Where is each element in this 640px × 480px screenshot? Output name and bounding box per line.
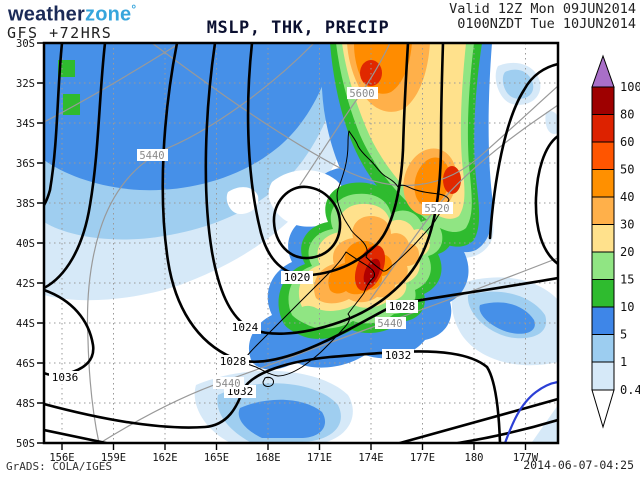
colorbar-label: 1	[620, 355, 627, 369]
lon-label: 168E	[255, 452, 280, 464]
lon-label: 162E	[152, 452, 177, 464]
thickness-label: 5600	[349, 88, 374, 100]
longitude-axis: 156E 159E 162E 165E 168E 171E 174E 177E …	[49, 452, 538, 464]
colorbar-segment	[591, 196, 615, 225]
colorbar-label: 80	[620, 108, 634, 122]
colorbar-label: 60	[620, 135, 634, 149]
grads-credit: GrADS: COLA/IGES	[6, 460, 112, 473]
pressure-label: 1028	[220, 355, 247, 368]
colorbar-segment	[591, 86, 615, 115]
thickness-label: 5440	[215, 378, 240, 390]
pressure-label: 1020	[284, 271, 311, 284]
thickness-contour-labels: 5440 5440 5440 5520 5600	[137, 87, 453, 390]
colorbar-segment	[591, 361, 615, 391]
colorbar-segment	[591, 114, 615, 143]
thickness-label: 5520	[424, 203, 449, 215]
thickness-contours	[44, 43, 558, 443]
valid-time-block: Valid 12Z Mon 09JUN2014 0100NZDT Tue 10JU…	[449, 2, 636, 32]
lon-label: 165E	[204, 452, 229, 464]
map-interior: 1020 1024 1028 1032 1036 1028 1032 5440 …	[44, 43, 558, 443]
lat-label: 48S	[16, 398, 35, 410]
lat-label: 42S	[16, 278, 35, 290]
pressure-label: 1036	[52, 371, 79, 384]
axis-ticks	[37, 42, 527, 450]
model-run-label: GFS +72HRS	[7, 24, 113, 42]
colorbar-segment	[591, 306, 615, 335]
pressure-contour-labels: 1020 1024 1028 1032 1036 1028 1032	[49, 271, 418, 398]
lon-label: 156E	[49, 452, 74, 464]
lat-label: 50S	[16, 438, 35, 450]
thickness-label: 5440	[377, 318, 402, 330]
colorbar-segment	[591, 224, 615, 253]
colorbar-label: 0.4	[620, 383, 640, 397]
mslp-contours	[44, 43, 558, 443]
lat-label: 44S	[16, 318, 35, 330]
blue-contour-line	[503, 380, 558, 443]
lon-label: 177E	[410, 452, 435, 464]
thickness-label: 5440	[139, 150, 164, 162]
pressure-label: 1028	[389, 300, 416, 313]
nz-coastline	[242, 130, 450, 387]
chart-title: MSLP, THK, PRECIP	[206, 18, 390, 38]
colorbar-segment	[591, 141, 615, 170]
colorbar-overflow-bottom-arrow	[591, 389, 615, 429]
colorbar-label: 20	[620, 245, 634, 259]
colorbar-segment	[591, 334, 615, 363]
lat-label: 46S	[16, 358, 35, 370]
lon-label: 174E	[358, 452, 383, 464]
logo-zone-text: zone	[85, 3, 132, 26]
valid-utc: Valid 12Z Mon 09JUN2014	[449, 1, 636, 17]
colorbar-overflow-top-arrow	[591, 54, 615, 88]
colorbar-label: 5	[620, 328, 627, 342]
lon-label: 180	[465, 452, 484, 464]
colorbar-segment	[591, 169, 615, 198]
lon-label: 177W	[513, 452, 539, 464]
latitude-axis: 30S 32S 34S 36S 38S 40S 42S 44S 46S 48S …	[16, 38, 35, 450]
colorbar-label: 30	[620, 218, 634, 232]
lon-label: 171E	[307, 452, 332, 464]
colorbar-labels: 100 80 60 50 40 30 20 15 10 5 1 0.4	[620, 80, 640, 397]
colorbar-label: 100	[620, 80, 640, 94]
colorbar-label: 10	[620, 300, 634, 314]
lon-label: 159E	[101, 452, 126, 464]
logo-degree-icon: °	[131, 2, 137, 16]
lat-label: 38S	[16, 198, 35, 210]
lat-label: 34S	[16, 118, 35, 130]
colorbar-label: 50	[620, 163, 634, 177]
lat-label: 32S	[16, 78, 35, 90]
colorbar-label: 40	[620, 190, 634, 204]
lat-label: 36S	[16, 158, 35, 170]
pressure-label: 1024	[232, 321, 259, 334]
weatherzone-logo: weatherzone°	[8, 2, 136, 27]
precip-colorbar: 100 80 60 50 40 30 20 15 10 5 1 0.4	[591, 54, 640, 429]
lat-label: 40S	[16, 238, 35, 250]
logo-weather-text: weather	[8, 3, 85, 26]
colorbar-segment	[591, 251, 615, 280]
generation-timestamp: 2014-06-07-04:25	[523, 458, 634, 472]
valid-local: 0100NZDT Tue 10JUN2014	[457, 16, 636, 32]
colorbar-segment	[591, 279, 615, 308]
pressure-label: 1032	[385, 349, 412, 362]
colorbar-label: 15	[620, 273, 634, 287]
lat-label: 30S	[16, 38, 35, 50]
